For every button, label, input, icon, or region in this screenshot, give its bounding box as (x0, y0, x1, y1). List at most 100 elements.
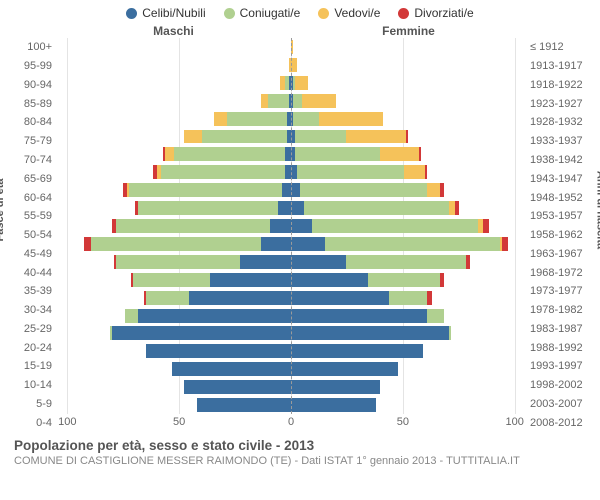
age-label: 15-19 (10, 357, 56, 376)
bar-segment (189, 291, 291, 305)
legend-item: Divorziati/e (398, 6, 473, 20)
row-half-male (56, 378, 291, 396)
bar-left (163, 147, 291, 161)
row-half-female (291, 378, 526, 396)
bar-segment (291, 398, 376, 412)
bar-segment (404, 165, 425, 179)
row-half-female (291, 92, 526, 110)
bar-segment (295, 76, 308, 90)
row-half-male (56, 271, 291, 289)
bar-segment (240, 255, 291, 269)
y-left-axis-title: Fasce di età (0, 179, 6, 242)
legend-swatch (126, 8, 137, 19)
birth-year-label: 1928-1932 (526, 113, 590, 132)
bar-segment (427, 291, 431, 305)
age-labels: 100+95-9990-9485-8980-8475-7970-7465-696… (10, 38, 56, 432)
bar-right (291, 362, 398, 376)
bar-segment (440, 273, 444, 287)
bar-segment (291, 273, 368, 287)
bar-segment (214, 112, 227, 126)
bar-segment (291, 183, 300, 197)
row-half-male (56, 217, 291, 235)
bar-right (291, 112, 383, 126)
age-label: 100+ (10, 38, 56, 57)
age-label: 45-49 (10, 244, 56, 263)
bar-segment (389, 291, 427, 305)
row-half-female (291, 289, 526, 307)
birth-year-label: 1923-1927 (526, 94, 590, 113)
birth-year-label: 1968-1972 (526, 263, 590, 282)
row-half-female (291, 235, 526, 253)
bar-segment (184, 380, 291, 394)
bar-segment (291, 201, 304, 215)
bar-left (125, 309, 291, 323)
birth-year-label: 1918-1922 (526, 76, 590, 95)
bar-segment (300, 183, 428, 197)
bar-left (135, 201, 291, 215)
bar-segment (295, 147, 380, 161)
bar-right (291, 76, 308, 90)
row-half-female (291, 396, 526, 414)
row-half-female (291, 253, 526, 271)
row-half-male (56, 181, 291, 199)
bar-right (291, 326, 451, 340)
age-label: 50-54 (10, 226, 56, 245)
row-half-male (56, 56, 291, 74)
row-half-male (56, 342, 291, 360)
bar-segment (427, 309, 444, 323)
bar-right (291, 255, 470, 269)
birth-year-label: 1983-1987 (526, 319, 590, 338)
bar-segment (116, 219, 269, 233)
x-axis-ticks: 10050050100 (56, 414, 526, 432)
age-label: 10-14 (10, 376, 56, 395)
row-half-male (56, 110, 291, 128)
bar-segment (291, 326, 449, 340)
bar-segment (319, 112, 383, 126)
age-label: 85-89 (10, 94, 56, 113)
bar-segment (146, 291, 189, 305)
bar-segment (278, 201, 291, 215)
bar-right (291, 309, 444, 323)
age-label: 90-94 (10, 76, 56, 95)
legend-label: Vedovi/e (334, 6, 380, 20)
bar-left (280, 76, 291, 90)
bar-segment (138, 309, 291, 323)
age-label: 80-84 (10, 113, 56, 132)
legend-label: Divorziati/e (414, 6, 473, 20)
row-half-male (56, 128, 291, 146)
row-half-female (291, 145, 526, 163)
legend-item: Vedovi/e (318, 6, 380, 20)
bar-right (291, 273, 444, 287)
bar-segment (419, 147, 421, 161)
column-headers: Maschi Femmine (10, 24, 590, 38)
bar-segment (291, 309, 427, 323)
bar-left (123, 183, 291, 197)
age-label: 25-29 (10, 319, 56, 338)
bar-segment (291, 237, 325, 251)
row-half-female (291, 217, 526, 235)
bar-segment (261, 237, 291, 251)
row-half-female (291, 271, 526, 289)
females-header: Femmine (291, 24, 526, 38)
bar-segment (291, 344, 423, 358)
bar-segment (346, 255, 465, 269)
row-half-male (56, 199, 291, 217)
bar-right (291, 237, 508, 251)
bar-right (291, 94, 336, 108)
row-half-male (56, 38, 291, 56)
row-half-female (291, 128, 526, 146)
males-header: Maschi (56, 24, 291, 38)
bar-segment (202, 130, 287, 144)
age-label: 40-44 (10, 263, 56, 282)
chart-title: Popolazione per età, sesso e stato civil… (14, 438, 590, 453)
bar-right (291, 147, 421, 161)
legend-item: Coniugati/e (224, 6, 301, 20)
legend-item: Celibi/Nubili (126, 6, 205, 20)
row-half-male (56, 307, 291, 325)
bar-left (197, 398, 291, 412)
bar-segment (293, 112, 319, 126)
row-half-female (291, 199, 526, 217)
x-tick: 50 (397, 416, 409, 428)
bar-segment (129, 183, 282, 197)
bar-segment (197, 398, 291, 412)
